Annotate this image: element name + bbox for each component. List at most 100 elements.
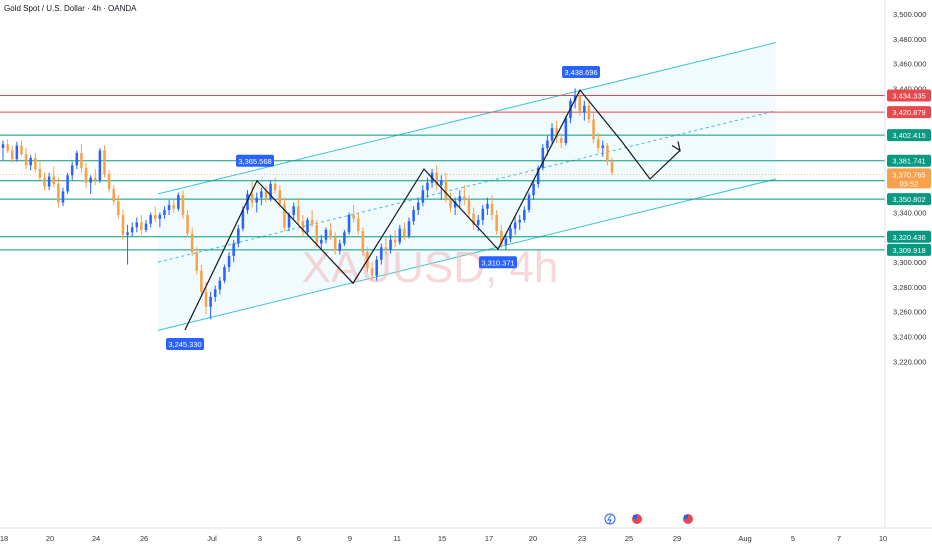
candle-body[interactable] [292,206,295,215]
zigzag-path[interactable] [184,88,681,331]
candle-body[interactable] [264,191,268,199]
candle-body[interactable] [43,177,46,187]
candle-body[interactable] [541,147,545,168]
event-icons[interactable] [604,513,693,525]
candle-body[interactable] [273,183,277,191]
candle-body[interactable] [89,177,92,183]
candle-body[interactable] [140,222,143,230]
candle-body[interactable] [103,150,106,175]
candle-body[interactable] [347,214,351,233]
candle-body[interactable] [287,214,291,228]
time-axis[interactable]: 18 20 24 26 Jul 3 6 9 11 15 17 20 23 25 29 Aug 5 7 10 [0,527,932,543]
candle-body[interactable] [24,154,28,166]
candle-body[interactable] [223,267,226,281]
candle-body[interactable] [1,144,5,148]
candle-body[interactable] [94,177,97,181]
candle-body[interactable] [393,239,397,243]
candle-body[interactable] [449,198,452,208]
candle-body[interactable] [80,152,83,168]
candle-body[interactable] [283,203,286,228]
candle-body[interactable] [70,165,74,176]
candle-body[interactable] [476,219,480,225]
candle-body[interactable] [384,247,388,250]
candle-body[interactable] [213,289,217,297]
candle-body[interactable] [237,228,240,244]
candle-body[interactable] [361,231,365,253]
candle-body[interactable] [149,214,152,224]
candle-body[interactable] [370,268,374,276]
candle-body[interactable] [190,233,194,253]
candle-body[interactable] [269,183,272,199]
candle-body[interactable] [153,214,157,219]
candle-body[interactable] [218,280,222,290]
candle-body[interactable] [606,145,609,162]
candle-body[interactable] [343,232,346,244]
candle-body[interactable] [546,140,549,148]
candle-body[interactable] [172,205,175,209]
candle-body[interactable] [338,243,342,251]
candle-body[interactable] [481,208,485,220]
candle-body[interactable] [610,161,614,173]
candle-body[interactable] [260,191,263,198]
trend-channel[interactable] [157,42,777,331]
candle-body[interactable] [126,232,129,235]
candle-body[interactable] [112,188,115,202]
candle-body[interactable] [564,118,568,144]
candle-body[interactable] [29,157,32,166]
candle-body[interactable] [250,193,254,203]
candle-body[interactable] [107,174,111,189]
candle-body[interactable] [47,176,51,187]
zigzag-line[interactable] [184,88,681,331]
candle-body[interactable] [453,201,457,208]
candle-body[interactable] [389,239,392,250]
candle-body[interactable] [352,214,355,219]
candle-body[interactable] [329,229,332,238]
candle-body[interactable] [513,222,517,229]
candle-body[interactable] [10,150,14,160]
candle-body[interactable] [177,195,180,209]
candle-body[interactable] [472,213,475,225]
candle-body[interactable] [509,228,512,239]
candle-body[interactable] [75,152,79,166]
candle-body[interactable] [435,172,438,186]
candle-body[interactable] [227,255,231,268]
candle-body[interactable] [518,219,521,223]
candle-body[interactable] [320,239,323,244]
candle-body[interactable] [532,183,535,196]
candle-body[interactable] [380,247,383,260]
candle-body[interactable] [375,259,378,276]
candle-body[interactable] [555,128,558,139]
candle-body[interactable] [232,243,235,256]
candle-body[interactable] [536,167,540,184]
candle-body[interactable] [324,229,328,240]
candlesticks[interactable] [1,88,614,320]
candle-body[interactable] [167,205,171,211]
candle-body[interactable] [255,197,259,203]
candle-body[interactable] [6,144,9,151]
candle-body[interactable] [241,210,245,229]
candle-body[interactable] [601,145,605,148]
candle-body[interactable] [15,145,19,160]
candle-body[interactable] [596,139,600,148]
candle-body[interactable] [550,128,554,141]
candle-body[interactable] [52,176,56,184]
candle-body[interactable] [135,222,139,228]
candle-body[interactable] [500,231,503,245]
candle-body[interactable] [84,167,88,183]
candle-body[interactable] [486,203,489,209]
candle-body[interactable] [158,214,162,219]
candle-body[interactable] [583,105,586,113]
candle-body[interactable] [278,190,282,204]
candle-body[interactable] [66,175,69,192]
candle-body[interactable] [117,201,120,215]
channel-mid-line[interactable] [157,110,777,263]
channel-upper-line[interactable] [157,42,777,195]
candle-body[interactable] [523,210,526,220]
candle-body[interactable] [301,221,305,233]
candle-body[interactable] [587,105,591,120]
candle-body[interactable] [416,202,420,211]
candle-body[interactable] [356,218,360,232]
economic-event-icon[interactable] [604,513,616,525]
candle-body[interactable] [504,238,508,245]
